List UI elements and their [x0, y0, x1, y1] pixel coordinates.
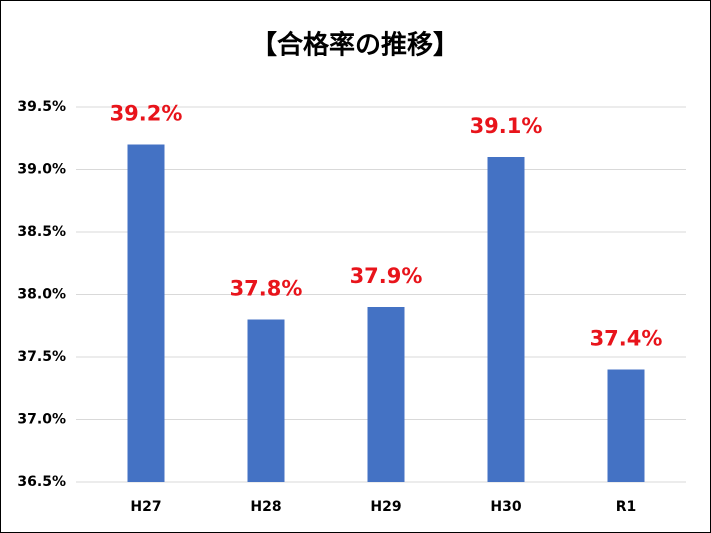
y-tick-label: 38.5% [17, 224, 66, 240]
bar [247, 319, 285, 482]
value-label: 39.1% [470, 114, 543, 138]
bar [607, 369, 645, 482]
bar [127, 144, 165, 482]
x-tick-label: H29 [370, 499, 401, 515]
bar [367, 307, 405, 482]
bar [487, 157, 525, 482]
y-tick-label: 36.5% [17, 474, 66, 490]
value-label: 37.9% [350, 264, 423, 288]
x-tick-label: H30 [490, 499, 521, 515]
y-tick-label: 39.0% [17, 162, 66, 178]
y-tick-label: 37.5% [17, 349, 66, 365]
x-tick-label: R1 [616, 499, 637, 515]
y-tick-label: 39.5% [17, 99, 66, 115]
y-tick-label: 38.0% [17, 287, 66, 303]
x-tick-label: H27 [130, 499, 161, 515]
chart-title: 【合格率の推移】 [251, 30, 459, 61]
value-label: 37.4% [590, 327, 663, 351]
value-label: 39.2% [110, 102, 183, 126]
y-tick-label: 37.0% [17, 412, 66, 428]
value-label: 37.8% [230, 277, 303, 301]
x-tick-label: H28 [250, 499, 281, 515]
